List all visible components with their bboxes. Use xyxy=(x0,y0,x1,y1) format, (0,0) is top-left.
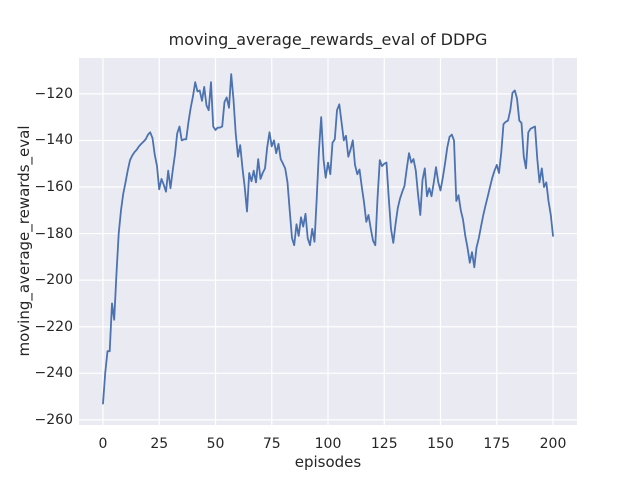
x-tick-label: 175 xyxy=(483,436,511,452)
y-tick-label: −240 xyxy=(34,365,73,382)
y-tick-label: −160 xyxy=(34,179,73,195)
chart-title: moving_average_rewards_eval of DDPG xyxy=(168,30,488,49)
x-tick-label: 50 xyxy=(206,436,225,452)
x-tick-label: 125 xyxy=(370,436,398,452)
y-tick-label: −120 xyxy=(34,85,73,102)
y-tick-label: −140 xyxy=(34,132,73,149)
y-tick-label: −180 xyxy=(34,225,73,242)
x-tick-label: 75 xyxy=(262,436,281,452)
x-tick-label: 25 xyxy=(150,436,169,452)
y-tick-label: −220 xyxy=(34,318,73,335)
x-tick-label: 200 xyxy=(539,436,567,452)
x-tick-label: 100 xyxy=(314,436,342,452)
grid-lines xyxy=(79,58,577,425)
y-tick-label: −200 xyxy=(34,272,73,289)
x-tick-label: 150 xyxy=(427,436,454,452)
chart-canvas xyxy=(79,58,577,425)
x-axis-label: episodes xyxy=(294,453,362,471)
y-tick-label: −260 xyxy=(34,411,73,428)
data-line xyxy=(102,73,554,405)
y-axis-label: moving_average_rewards_eval xyxy=(15,125,33,357)
plot-area xyxy=(79,58,577,425)
x-tick-label: 0 xyxy=(98,436,108,452)
